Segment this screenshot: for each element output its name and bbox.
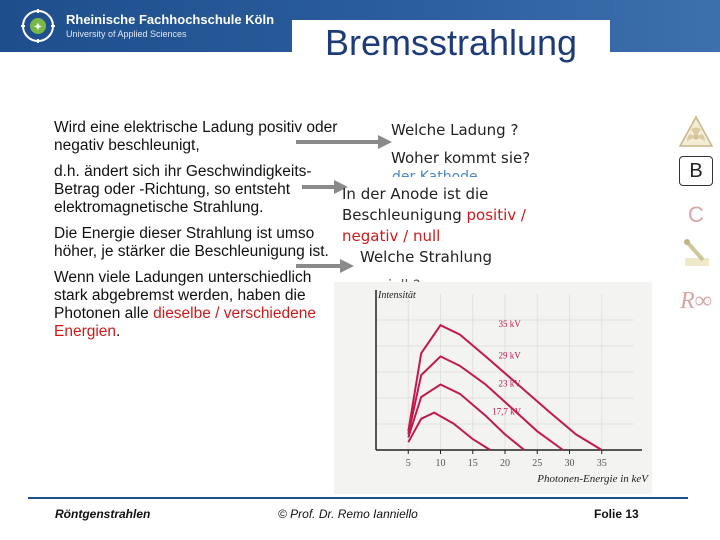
footer-divider [28,497,688,499]
series-label: 17,7 kV [492,407,521,417]
tool-icon [684,239,709,266]
footer-slide-number: Folie 13 [594,507,639,521]
radiation-warning-button[interactable] [676,114,716,152]
series-label: 35 kV [499,319,522,329]
university-subtitle: University of Applied Sciences [66,29,187,39]
series-line [407,411,491,451]
photons-period: . [116,323,121,340]
anode-acceleration-label: Beschleunigung [342,206,462,224]
series-line [407,323,603,451]
footer-author: © Prof. Dr. Remo Ianniello [278,507,418,521]
arrow-3-icon [296,259,354,273]
page-title: Bremsstrahlung [324,22,578,63]
photons-answer-red: dieselbe / verschiedene Energien [54,305,316,340]
question-origin: Woher kommt sie? [391,149,531,167]
anode-text: In der Anode ist die Beschleunigung posi… [342,184,632,268]
arrow-1-icon [296,135,392,149]
anode-answer-red-1: positiv / [466,206,526,224]
x-axis-label: Photonen-Energie in keV [536,473,649,485]
chart-background [334,282,652,494]
x-tick-label: 35 [597,458,607,469]
paragraph-energy: Die Energie dieser Strahlung ist umso hö… [54,225,329,260]
x-tick-label: 20 [500,458,510,469]
question-which-charge: Welche Ladung ? [391,121,519,139]
x-tick-label: 10 [436,458,446,469]
series-line [407,383,525,451]
answer-fragment-cathode: der Kathode [392,169,478,177]
question-which-radiation: Welche Strahlung [360,248,493,266]
paragraph-photons: Wenn viele Ladungen unterschiedlich star… [54,269,339,341]
paragraph-acceleration: Wird eine elektrische Ladung positiv ode… [54,119,338,154]
paragraph-change: d.h. ändert sich ihr Geschwindigkeits-Be… [54,163,312,216]
radiation-warning-icon [678,115,714,147]
x-tick-label: 15 [468,458,478,469]
left-text-column: Wird eine elektrische Ladung positiv ode… [54,119,339,349]
nav-button-b-label: B [679,156,713,186]
x-tick-label: 5 [406,458,411,469]
y-axis-label: Intensität [377,290,416,301]
university-name: Rheinische Fachhochschule Köln [66,12,275,27]
x-tick-label: 25 [532,458,542,469]
footer-topic: Röntgenstrahlen [55,507,151,521]
svg-text:✦: ✦ [34,22,42,33]
tool-button[interactable] [676,236,716,274]
nav-button-b[interactable]: B [676,156,716,188]
title-box: Bremsstrahlung [292,20,610,66]
anode-answer-red-2: negativ / null [342,227,441,245]
series-line [407,355,564,451]
anode-line-1: In der Anode ist die [342,185,489,203]
university-logo-icon: ✦ [21,9,55,43]
series-label: 23 kV [499,378,522,388]
nav-button-rydberg[interactable]: R∞ [680,288,712,314]
anode-line-2: Beschleunigung positiv / [342,205,632,226]
nav-button-c[interactable]: C [688,202,704,227]
series-label: 29 kV [499,350,522,360]
bremsstrahlung-spectrum-chart: 5 10 15 20 25 30 35 Intensität Photonen-Energie … [334,282,652,494]
arrow-2-icon [302,180,348,194]
x-tick-label: 30 [565,458,575,469]
photons-text: Wenn viele Ladungen unterschiedlich star… [54,269,312,322]
